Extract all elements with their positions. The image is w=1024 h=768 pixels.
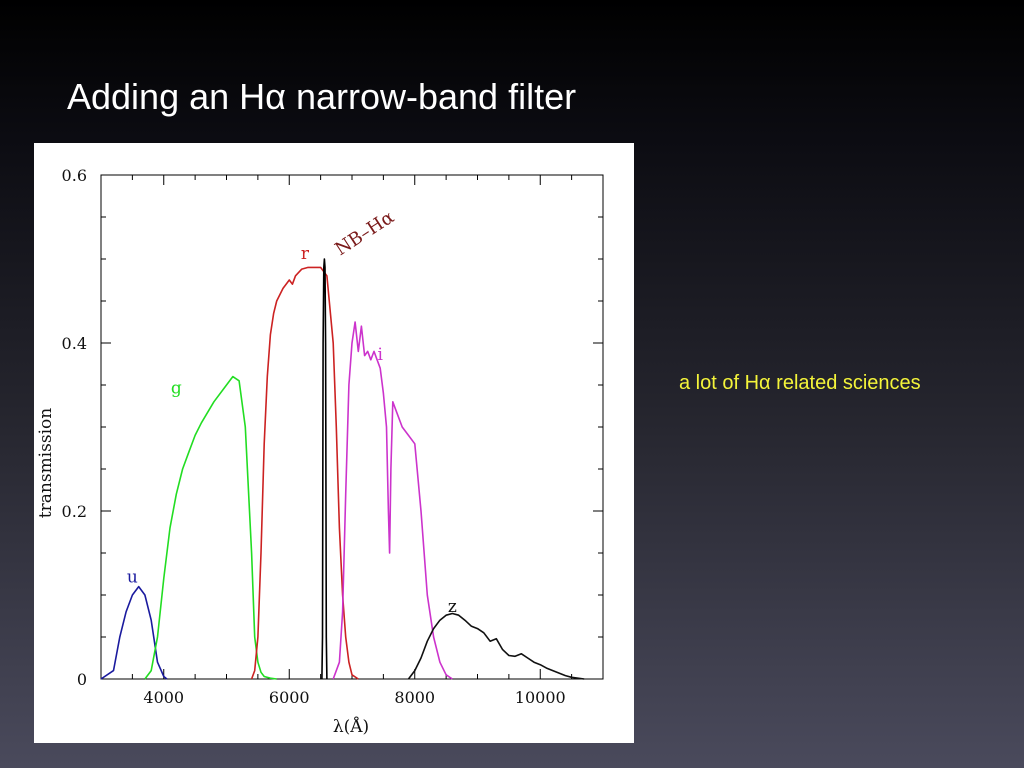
- curve-i: [332, 321, 453, 680]
- y-axis-label: transmission: [36, 408, 56, 518]
- chart-panel: 4000 6000 8000 10000 0 0.2 0.4 0.6 u g r i z NB–Hα λ…: [34, 143, 634, 743]
- label-nb-h: NB–Hα: [331, 207, 398, 260]
- label-i: i: [378, 345, 384, 365]
- curve-u: [100, 585, 168, 680]
- x-tick-label: 10000: [515, 688, 566, 707]
- x-tick-label: 4000: [143, 688, 184, 707]
- curve-labels: u g r i z NB–Hα: [127, 207, 457, 617]
- curve-r: [250, 266, 359, 680]
- x-tick-label: 6000: [269, 688, 310, 707]
- label-z: z: [448, 597, 457, 617]
- side-note: a lot of Hα related sciences: [679, 372, 921, 394]
- curve-nb-h: [321, 258, 328, 680]
- curve-z: [407, 612, 585, 680]
- curves: [100, 258, 585, 680]
- label-r: r: [301, 244, 310, 264]
- y-tick-label: 0.4: [62, 334, 87, 353]
- y-tick-label: 0.6: [62, 166, 87, 185]
- y-tick-label: 0: [77, 670, 87, 689]
- label-g: g: [171, 378, 182, 398]
- axes: 4000 6000 8000 10000 0 0.2 0.4 0.6: [62, 166, 604, 707]
- x-tick-label: 8000: [394, 688, 435, 707]
- slide-title: Adding an Hα narrow-band filter: [67, 76, 577, 117]
- curve-g: [144, 375, 277, 680]
- filter-transmission-chart: 4000 6000 8000 10000 0 0.2 0.4 0.6 u g r i z NB–Hα λ…: [36, 166, 604, 737]
- label-u: u: [127, 567, 138, 587]
- x-axis-label: λ(Å): [333, 716, 369, 737]
- y-tick-label: 0.2: [62, 502, 87, 521]
